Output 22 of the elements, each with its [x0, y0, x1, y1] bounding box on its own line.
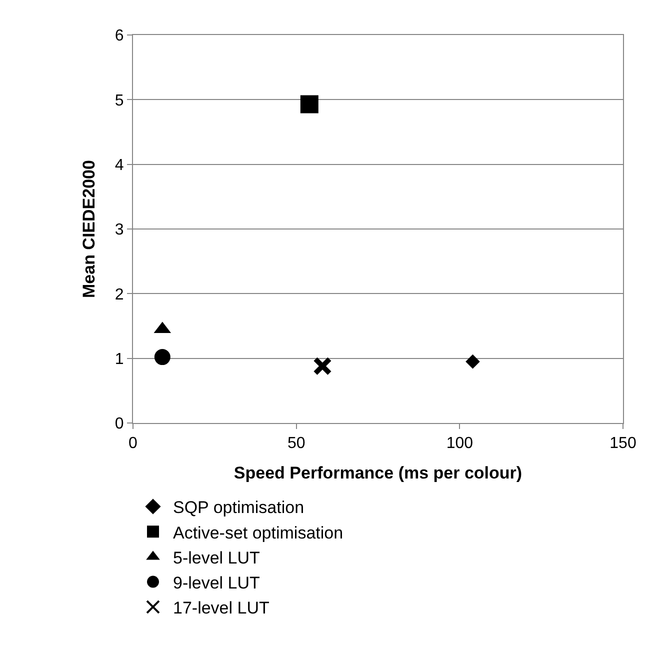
- point: [300, 95, 318, 114]
- y-tick-label: 1: [114, 350, 124, 368]
- legend-label: SQP optimisation: [173, 498, 304, 518]
- x-tick-label: 150: [610, 435, 636, 452]
- legend-label: 5-level LUT: [173, 548, 260, 568]
- legend-label: Active-set optimisation: [173, 523, 344, 542]
- x-axis-title: Speed Performance (ms per colour): [234, 464, 522, 483]
- y-tick-label: 2: [114, 286, 124, 304]
- point: [466, 354, 480, 369]
- point: [154, 349, 170, 366]
- x-tick-label: 0: [128, 435, 138, 452]
- y-axis-title: Mean CIEDE2000: [79, 160, 98, 298]
- y-tick-label: 4: [114, 156, 124, 174]
- legend-label: 9-level LUT: [173, 573, 260, 592]
- y-tick-label: 0: [114, 416, 124, 433]
- legend-label: 17-level LUT: [173, 598, 270, 618]
- x-tick-label: 50: [287, 435, 306, 452]
- y-tick-label: 5: [114, 92, 124, 110]
- y-tick-label: 6: [114, 28, 124, 45]
- point: [312, 356, 332, 376]
- y-tick-label: 3: [114, 222, 124, 239]
- x-tick-label: 100: [446, 435, 474, 452]
